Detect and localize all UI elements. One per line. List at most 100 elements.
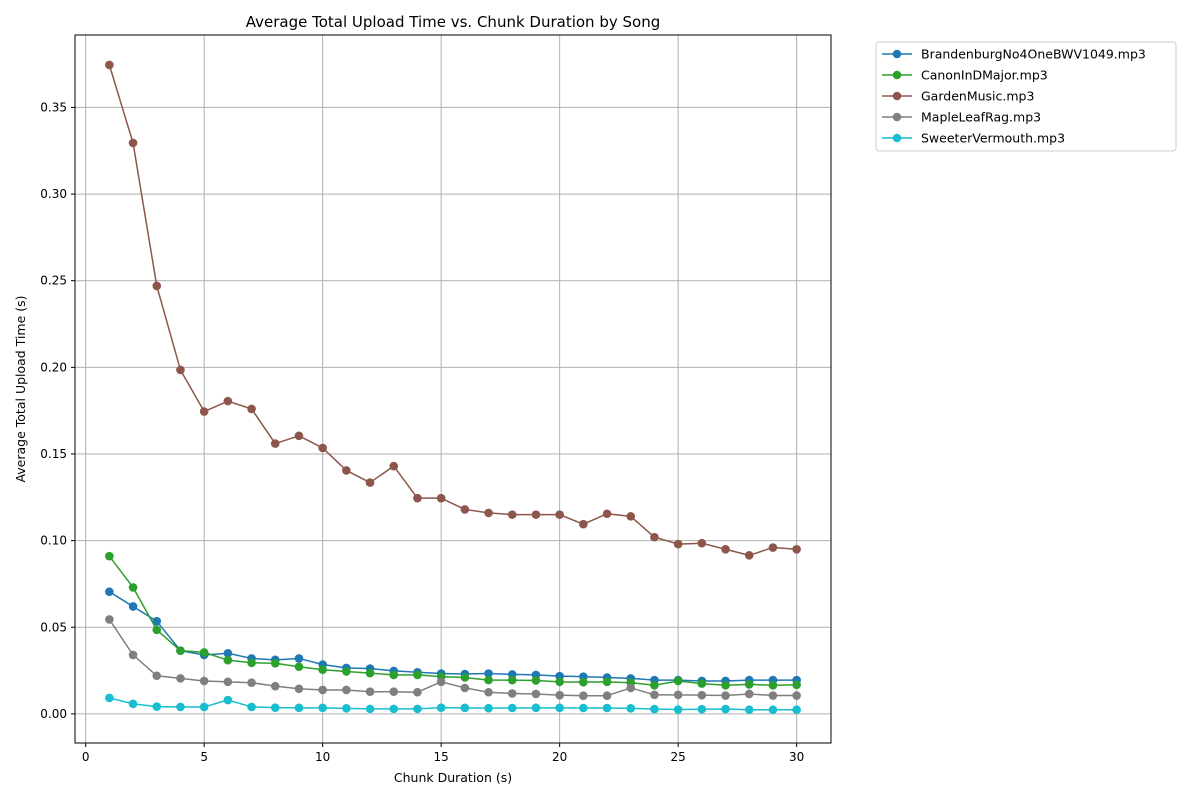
data-point — [697, 679, 707, 688]
legend-label: CanonInDMajor.mp3 — [921, 68, 1048, 83]
series-3 — [105, 615, 801, 700]
series-line — [108, 64, 797, 557]
data-point — [223, 677, 233, 687]
y-tick-label: 0.05 — [40, 620, 67, 634]
data-point — [152, 281, 162, 291]
data-point — [768, 705, 778, 715]
data-point — [744, 689, 754, 699]
data-point — [247, 702, 256, 712]
data-point — [247, 658, 256, 668]
data-point — [531, 689, 541, 699]
y-tick-label: 0.00 — [40, 707, 67, 721]
data-point — [792, 691, 801, 700]
x-tick-label: 10 — [315, 750, 330, 764]
data-point — [721, 691, 730, 700]
data-point — [744, 551, 754, 560]
series-line — [109, 697, 797, 711]
data-point — [507, 703, 517, 713]
series-line — [108, 555, 797, 687]
data-point — [650, 690, 659, 700]
data-point — [555, 703, 564, 713]
data-point — [697, 704, 707, 714]
x-axis-label: Chunk Duration (s) — [394, 770, 512, 785]
data-point — [176, 702, 185, 712]
data-point — [413, 670, 422, 680]
data-point — [673, 705, 683, 714]
x-tick-label: 25 — [671, 750, 686, 764]
data-point — [270, 439, 280, 448]
data-point — [721, 544, 730, 554]
data-point — [673, 676, 683, 686]
data-point — [792, 680, 801, 690]
legend-label: BrandenburgNo4OneBWV1049.mp3 — [921, 47, 1146, 62]
data-point — [128, 583, 138, 592]
data-point — [673, 539, 683, 549]
x-tick-label: 20 — [552, 750, 567, 764]
legend-frame — [875, 41, 1177, 152]
data-point — [721, 704, 730, 714]
data-point — [555, 690, 564, 700]
legend-item: GardenMusic.mp3 — [882, 89, 1034, 104]
y-tick-label: 0.30 — [40, 187, 67, 201]
legend-item: CanonInDMajor.mp3 — [882, 68, 1048, 83]
data-point — [294, 684, 304, 694]
data-point — [721, 680, 730, 690]
legend-item: BrandenburgNo4OneBWV1049.mp3 — [882, 47, 1146, 62]
data-point — [531, 676, 541, 685]
data-point — [105, 693, 114, 703]
data-point — [318, 703, 327, 713]
data-point — [365, 478, 375, 487]
data-point — [436, 677, 446, 687]
x-tick-label: 0 — [82, 750, 90, 764]
data-point — [413, 687, 422, 697]
legend-label: MapleLeafRag.mp3 — [921, 110, 1041, 125]
data-point — [342, 704, 351, 713]
data-point — [413, 704, 422, 714]
x-tick-label: 5 — [200, 750, 208, 764]
chart-title: Average Total Upload Time vs. Chunk Dura… — [246, 13, 660, 31]
data-point — [223, 648, 233, 658]
x-tick-label: 15 — [434, 750, 449, 764]
data-point — [152, 671, 162, 681]
data-point — [389, 670, 399, 680]
data-point — [792, 705, 801, 715]
data-point — [579, 677, 588, 687]
data-point — [199, 702, 209, 712]
data-point — [342, 685, 351, 695]
data-point — [744, 680, 754, 689]
data-point — [484, 687, 493, 697]
data-point — [365, 668, 375, 678]
data-point — [294, 703, 304, 713]
y-tick-label: 0.15 — [40, 447, 67, 461]
data-point — [128, 699, 138, 709]
data-point — [484, 703, 493, 713]
data-point — [105, 587, 114, 597]
data-point — [626, 512, 636, 521]
data-point — [270, 681, 280, 691]
data-point — [650, 680, 659, 690]
data-point — [602, 509, 612, 519]
data-point — [650, 704, 659, 714]
data-point — [792, 544, 801, 554]
data-point — [697, 538, 707, 548]
data-point — [507, 675, 517, 685]
data-point — [270, 703, 280, 712]
data-point — [602, 703, 612, 713]
data-point — [460, 673, 470, 682]
data-point — [176, 674, 185, 683]
legend-swatch-marker — [892, 49, 902, 59]
series-2 — [105, 60, 801, 560]
data-point — [602, 691, 612, 700]
data-point — [531, 703, 541, 713]
data-point — [152, 625, 162, 635]
data-point — [460, 505, 470, 514]
data-point — [484, 675, 493, 685]
data-point — [626, 683, 636, 693]
data-point — [176, 365, 185, 375]
plot-frame — [74, 34, 832, 744]
data-point — [199, 648, 209, 657]
data-point — [744, 705, 754, 715]
y-tick-label: 0.25 — [40, 274, 67, 288]
data-point — [318, 443, 327, 453]
